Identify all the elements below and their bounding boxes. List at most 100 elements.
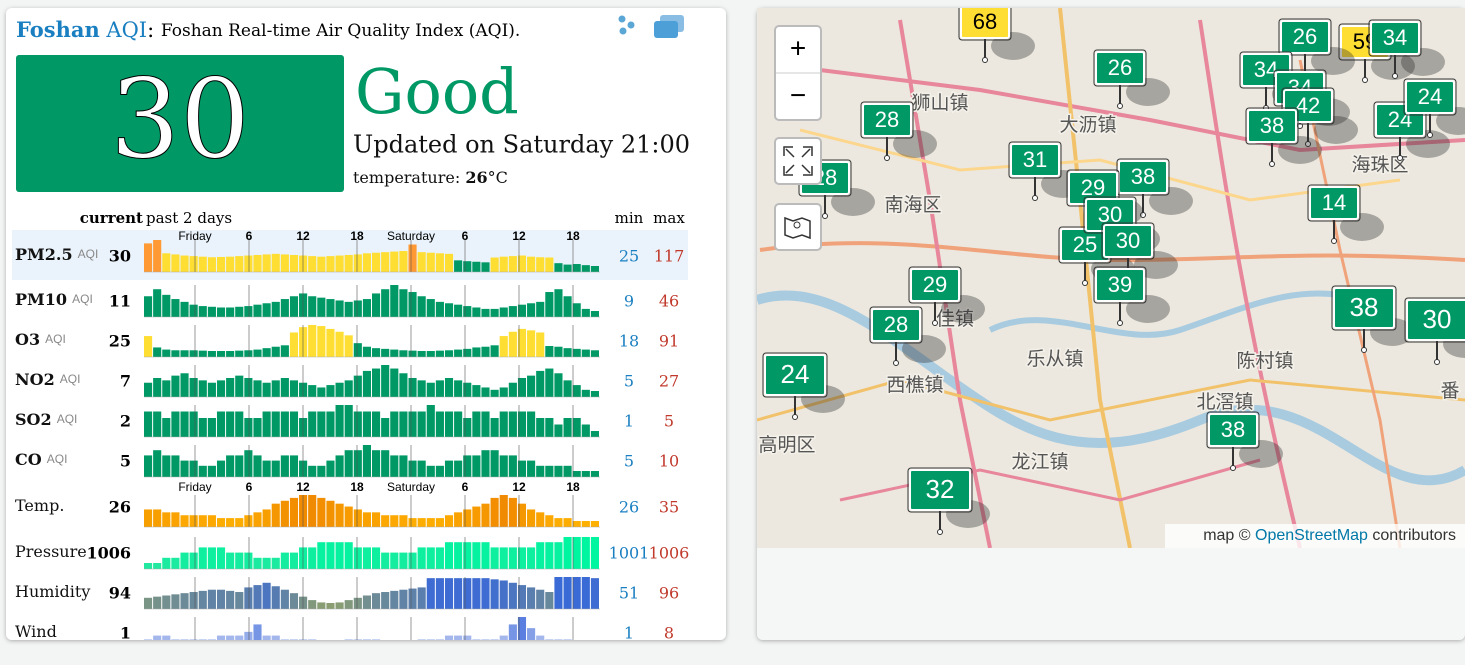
station-marker[interactable]: 38 <box>1331 285 1414 353</box>
osm-link[interactable]: OpenStreetMap <box>1255 527 1368 544</box>
zoom-out[interactable]: − <box>790 79 806 110</box>
marker-pin-head <box>1392 73 1398 79</box>
history-bar <box>262 303 271 317</box>
widget-icon[interactable] <box>654 15 684 38</box>
history-bar <box>408 552 417 569</box>
history-bar <box>499 256 508 272</box>
marker-outline <box>1368 19 1422 57</box>
marker-box <box>1247 109 1297 143</box>
history-bar <box>444 411 454 437</box>
history-bar <box>271 253 280 272</box>
history-bar <box>280 378 289 397</box>
history-bar <box>317 256 326 272</box>
history-bar <box>490 257 499 272</box>
station-marker[interactable]: 24 <box>1403 78 1465 138</box>
row-min: 1 <box>624 412 634 431</box>
history-bar <box>508 331 517 357</box>
header-history: past 2 days <box>146 209 232 227</box>
history-bar <box>162 512 171 527</box>
station-marker[interactable]: 32 <box>907 467 990 535</box>
history-bar <box>308 547 317 569</box>
station-marker[interactable]: 28 <box>860 101 937 161</box>
share-icon[interactable] <box>618 15 635 35</box>
history-bar <box>517 255 527 272</box>
station-marker[interactable]: 30 <box>1404 297 1465 365</box>
station-marker[interactable]: 38 <box>1206 411 1283 471</box>
history-bar <box>481 387 490 397</box>
station-marker[interactable]: 26 <box>1278 18 1355 78</box>
history-bar <box>545 465 554 477</box>
history-bar <box>216 518 226 527</box>
station-marker[interactable]: 39 <box>1093 266 1170 326</box>
history-bar <box>435 411 444 437</box>
history-bar <box>499 580 508 609</box>
history-bar <box>390 368 399 397</box>
history-bar <box>153 450 162 477</box>
fullscreen-button[interactable] <box>774 137 822 185</box>
history-bar <box>463 306 472 317</box>
history-bar <box>317 387 326 397</box>
map-roads <box>757 8 1465 548</box>
marker-pin-head <box>1117 320 1123 326</box>
history-bar <box>207 589 216 609</box>
station-marker[interactable]: 38 <box>1116 158 1193 218</box>
history-bar <box>271 586 280 609</box>
history-bar <box>271 635 280 640</box>
history-bar <box>198 380 207 397</box>
history-bar <box>399 411 408 437</box>
row-label: PM10 AQI <box>15 290 93 309</box>
history-bar <box>362 512 371 527</box>
history-bar <box>235 552 244 569</box>
marker-value: 30 <box>1423 304 1452 334</box>
station-marker[interactable]: 34 <box>1368 19 1445 79</box>
station-marker[interactable]: 28 <box>869 306 946 366</box>
history-bar <box>435 578 444 609</box>
zoom-in[interactable]: + <box>790 32 806 63</box>
history-bar <box>198 418 207 437</box>
temperature: temperature: 26°C <box>353 168 508 187</box>
history-bar <box>481 262 490 272</box>
history-bar <box>280 345 289 357</box>
row-current: 26 <box>109 498 131 517</box>
history-bar <box>563 264 572 272</box>
place-label: 龙江镇 <box>1011 451 1068 473</box>
map-layers-button[interactable] <box>774 203 822 251</box>
history-bar <box>144 509 153 527</box>
history-bar <box>426 252 435 272</box>
updated: Updated on Saturday 21:00 <box>353 131 690 159</box>
history-bar <box>417 296 426 317</box>
history-bar <box>381 418 390 437</box>
history-bar <box>417 460 426 477</box>
history-bar <box>162 418 171 437</box>
station-marker[interactable]: 14 <box>1307 184 1384 244</box>
history-bar <box>317 465 326 477</box>
row-label: SO2 AQI <box>15 410 77 429</box>
station-marker[interactable]: 68 <box>958 4 1035 63</box>
time-label: 12 <box>512 229 526 243</box>
history-bar <box>390 552 399 569</box>
history-bar <box>454 542 463 569</box>
history-bar <box>536 418 545 437</box>
station-marker[interactable]: 26 <box>1093 49 1170 109</box>
station-marker[interactable]: 38 <box>1245 107 1322 167</box>
title: Foshan AQI: Foshan Real-time Air Quality… <box>16 17 520 42</box>
history-bar <box>390 411 399 437</box>
marker-box <box>1095 51 1145 85</box>
history-bar <box>527 509 536 527</box>
history-bar <box>481 308 490 317</box>
history-bar <box>554 577 563 609</box>
history-bar <box>590 266 599 272</box>
marker-pin-head <box>1117 103 1123 109</box>
history-bar <box>216 589 226 609</box>
marker-value: 26 <box>1293 24 1317 49</box>
station-marker[interactable]: 24 <box>762 352 845 420</box>
history-bar <box>408 411 417 437</box>
history-bar <box>408 350 417 357</box>
history-bar <box>372 252 381 272</box>
history-bar <box>508 411 517 437</box>
history-bar <box>198 547 207 569</box>
station-marker[interactable]: 29 <box>908 266 985 326</box>
history-bar <box>362 346 371 357</box>
time-label: 18 <box>566 229 580 243</box>
history-bar <box>381 592 390 609</box>
